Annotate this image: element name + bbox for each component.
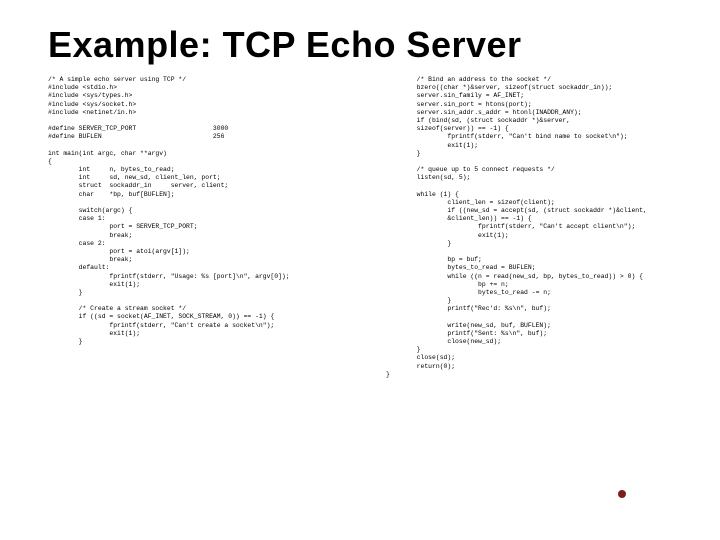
page-title: Example: TCP Echo Server [48,24,684,66]
code-left-column: /* A simple echo server using TCP */ #in… [48,76,368,379]
code-right-column: /* Bind an address to the socket */ bzer… [386,76,686,379]
slide: Example: TCP Echo Server /* A simple ech… [0,0,720,540]
bullet-icon [618,490,626,498]
code-columns: /* A simple echo server using TCP */ #in… [48,76,684,379]
